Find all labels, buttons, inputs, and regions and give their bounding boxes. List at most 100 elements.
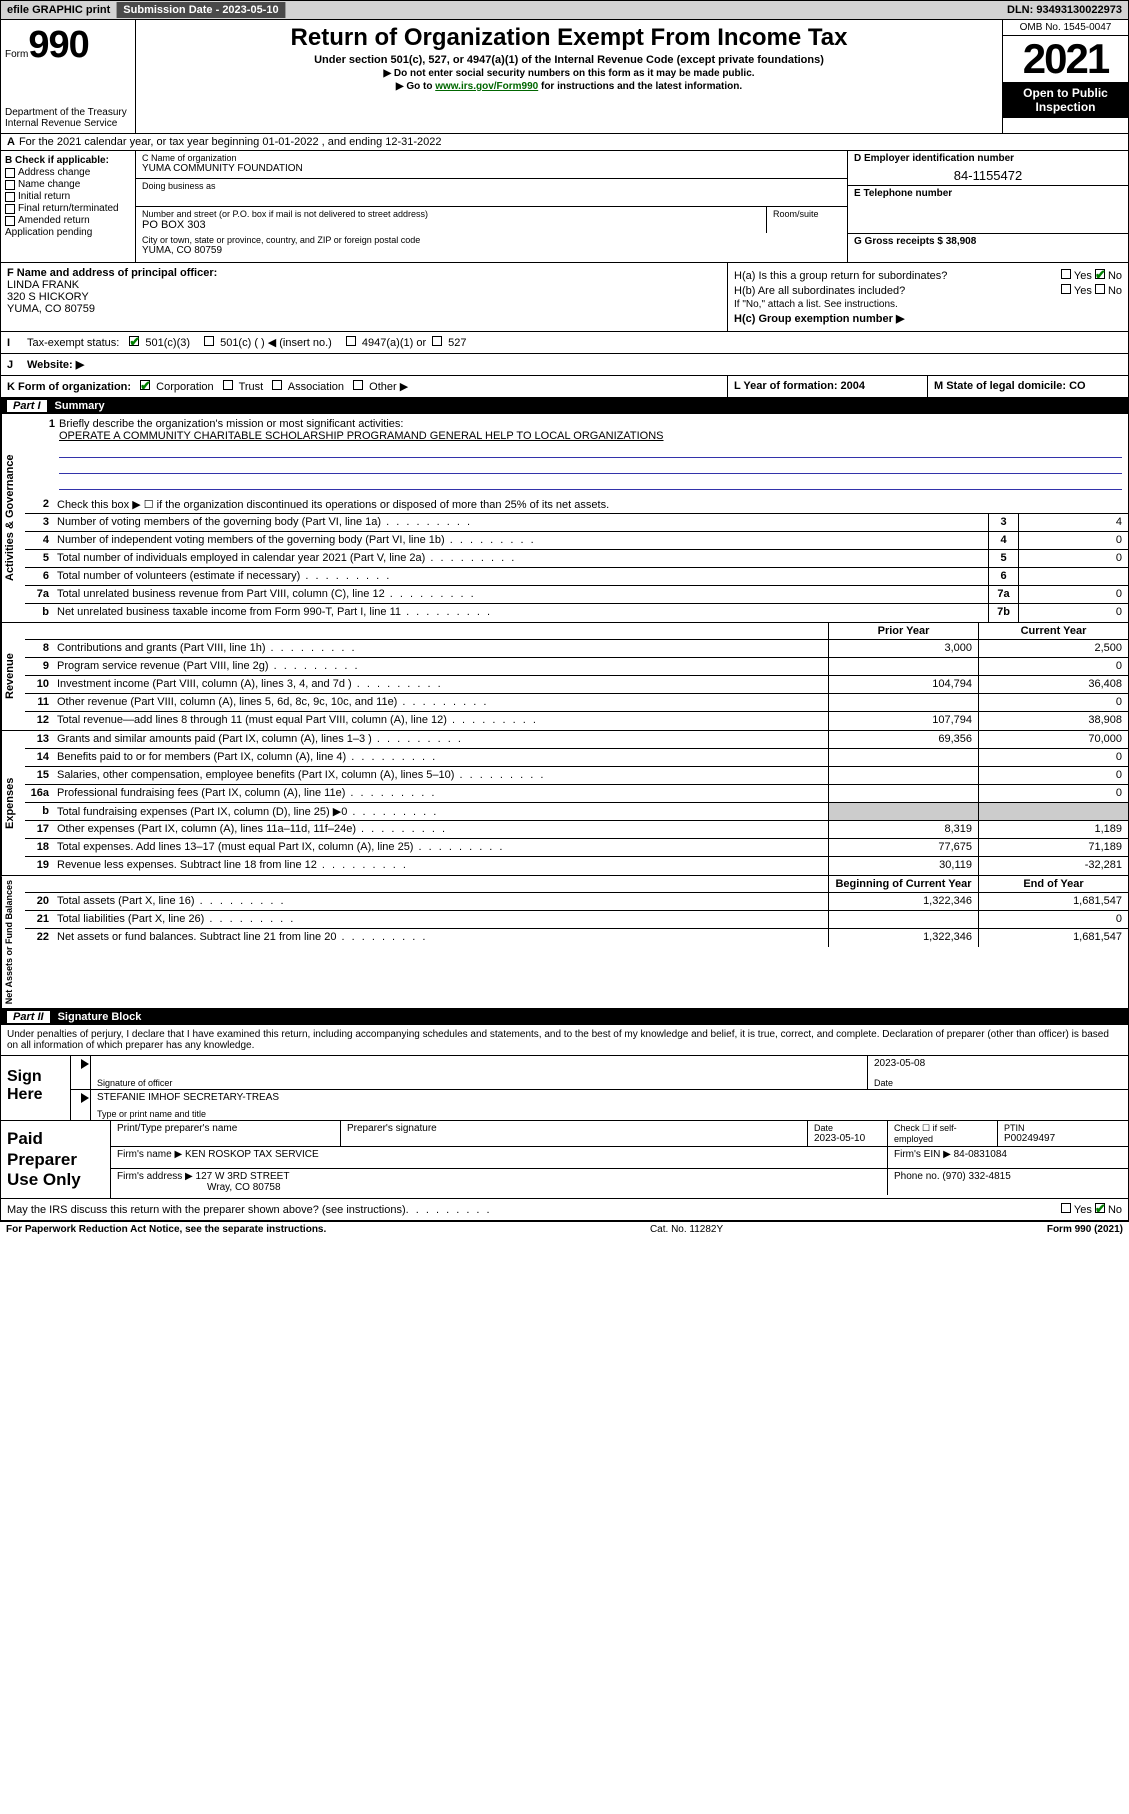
submission-date-button[interactable]: Submission Date - 2023-05-10 [117, 2, 285, 18]
data-row: 19Revenue less expenses. Subtract line 1… [25, 857, 1128, 875]
firm-name-label: Firm's name ▶ [117, 1149, 182, 1160]
data-row: 10Investment income (Part VIII, column (… [25, 676, 1128, 694]
lbl-initial-return: Initial return [18, 191, 70, 202]
gov-row: 2Check this box ▶ ☐ if the organization … [25, 496, 1128, 514]
f-label: F Name and address of principal officer: [7, 267, 721, 279]
hb-no[interactable] [1095, 284, 1105, 294]
efile-label: efile GRAPHIC print [1, 2, 117, 18]
firm-name-value: KEN ROSKOP TAX SERVICE [185, 1149, 319, 1160]
dots [406, 1204, 492, 1216]
hc-label: H(c) Group exemption number ▶ [734, 312, 904, 325]
org-name: YUMA COMMUNITY FOUNDATION [142, 163, 841, 174]
form-number: 990 [28, 24, 88, 67]
i-text: Tax-exempt status: [27, 337, 119, 349]
opt-501c: 501(c) ( ) ◀ (insert no.) [220, 337, 332, 349]
ptin-label: PTIN [1004, 1123, 1122, 1133]
irs-discuss-no[interactable] [1095, 1203, 1105, 1213]
mission-blank-3 [59, 476, 1122, 490]
part-ii-num: Part II [7, 1011, 50, 1023]
gov-row: 5Total number of individuals employed in… [25, 550, 1128, 568]
mission-blank-2 [59, 460, 1122, 474]
section-h: H(a) Is this a group return for subordin… [728, 263, 1128, 331]
lbl-amended: Amended return [18, 215, 90, 226]
hb-yes[interactable] [1061, 284, 1071, 294]
ein-value: 84-1155472 [854, 168, 1122, 183]
chk-final-return[interactable] [5, 204, 15, 214]
lbl-app-pending: Application pending [5, 227, 92, 238]
section-c: C Name of organization YUMA COMMUNITY FO… [136, 151, 848, 262]
no-label: No [1108, 270, 1122, 282]
i-label: I [7, 337, 27, 349]
opt-corp: Corporation [156, 381, 213, 393]
hdr-eoy: End of Year [978, 876, 1128, 892]
rev-header: Prior Year Current Year [25, 623, 1128, 640]
data-row: 22Net assets or fund balances. Subtract … [25, 929, 1128, 947]
irs-discuss-yes[interactable] [1061, 1203, 1071, 1213]
chk-trust[interactable] [223, 380, 233, 390]
hb-note: If "No," attach a list. See instructions… [734, 299, 1122, 310]
room-label: Room/suite [773, 209, 841, 219]
j-text: Website: ▶ [27, 358, 84, 371]
section-deg: D Employer identification number 84-1155… [848, 151, 1128, 262]
phone-label: Phone no. [894, 1171, 940, 1182]
chk-other[interactable] [353, 380, 363, 390]
section-f-h: F Name and address of principal officer:… [1, 263, 1128, 332]
lbl-name-change: Name change [18, 179, 80, 190]
vtab-net: Net Assets or Fund Balances [1, 876, 25, 1008]
chk-amended[interactable] [5, 216, 15, 226]
street-label: Number and street (or P.O. box if mail i… [142, 209, 760, 219]
opt-4947: 4947(a)(1) or [362, 337, 426, 349]
firm-ein-value: 84-0831084 [954, 1149, 1007, 1160]
chk-501c[interactable] [204, 336, 214, 346]
irs-link[interactable]: www.irs.gov/Form990 [435, 81, 538, 92]
hdr-prior: Prior Year [828, 623, 978, 639]
street-value: PO BOX 303 [142, 219, 760, 231]
gov-row: bNet unrelated business taxable income f… [25, 604, 1128, 622]
footer-right: Form 990 (2021) [1047, 1224, 1123, 1235]
firm-addr-label: Firm's address ▶ [117, 1171, 193, 1182]
phone-value: (970) 332-4815 [942, 1171, 1010, 1182]
c-name-label: C Name of organization [142, 153, 841, 163]
opt-other: Other ▶ [369, 381, 408, 393]
chk-name-change[interactable] [5, 180, 15, 190]
expenses-section: Expenses 13Grants and similar amounts pa… [1, 731, 1128, 876]
chk-initial-return[interactable] [5, 192, 15, 202]
goto-post: for instructions and the latest informat… [538, 81, 742, 92]
ha-yes[interactable] [1061, 269, 1071, 279]
data-row: 14Benefits paid to or for members (Part … [25, 749, 1128, 767]
net-header: Beginning of Current Year End of Year [25, 876, 1128, 893]
may-irs-discuss: May the IRS discuss this return with the… [1, 1199, 1128, 1221]
chk-527[interactable] [432, 336, 442, 346]
chk-assoc[interactable] [272, 380, 282, 390]
section-b: B Check if applicable: Address change Na… [1, 151, 136, 262]
part-ii-title: Signature Block [58, 1011, 142, 1023]
part-i-num: Part I [7, 400, 47, 412]
data-row: 8Contributions and grants (Part VIII, li… [25, 640, 1128, 658]
chk-501c3[interactable] [129, 336, 139, 346]
d-label: D Employer identification number [854, 153, 1122, 164]
part-i-title: Summary [55, 400, 105, 412]
e-label: E Telephone number [854, 188, 1122, 199]
sign-here-block: Sign Here Signature of officer 2023-05-0… [1, 1056, 1128, 1121]
data-row: 20Total assets (Part X, line 16)1,322,34… [25, 893, 1128, 911]
data-row: 17Other expenses (Part IX, column (A), l… [25, 821, 1128, 839]
part-ii-bar: Part II Signature Block [1, 1009, 1128, 1025]
opt-527: 527 [448, 337, 466, 349]
form-header: Form 990 Department of the Treasury Inte… [1, 20, 1128, 134]
chk-address-change[interactable] [5, 168, 15, 178]
no-label3: No [1108, 1204, 1122, 1216]
gov-row: 6Total number of volunteers (estimate if… [25, 568, 1128, 586]
data-row: 15Salaries, other compensation, employee… [25, 767, 1128, 785]
gov-row: 3Number of voting members of the governi… [25, 514, 1128, 532]
activities-governance: Activities & Governance 1 Briefly descri… [1, 414, 1128, 623]
form-subtitle: Under section 501(c), 527, or 4947(a)(1)… [142, 54, 996, 66]
data-row: bTotal fundraising expenses (Part IX, co… [25, 803, 1128, 821]
penalty-statement: Under penalties of perjury, I declare th… [1, 1025, 1128, 1056]
open-public-badge: Open to Public Inspection [1003, 82, 1128, 118]
chk-corp[interactable] [140, 380, 150, 390]
chk-4947[interactable] [346, 336, 356, 346]
city-label: City or town, state or province, country… [142, 235, 841, 245]
ha-no[interactable] [1095, 269, 1105, 279]
data-row: 13Grants and similar amounts paid (Part … [25, 731, 1128, 749]
paid-preparer-label: Paid Preparer Use Only [1, 1121, 111, 1198]
